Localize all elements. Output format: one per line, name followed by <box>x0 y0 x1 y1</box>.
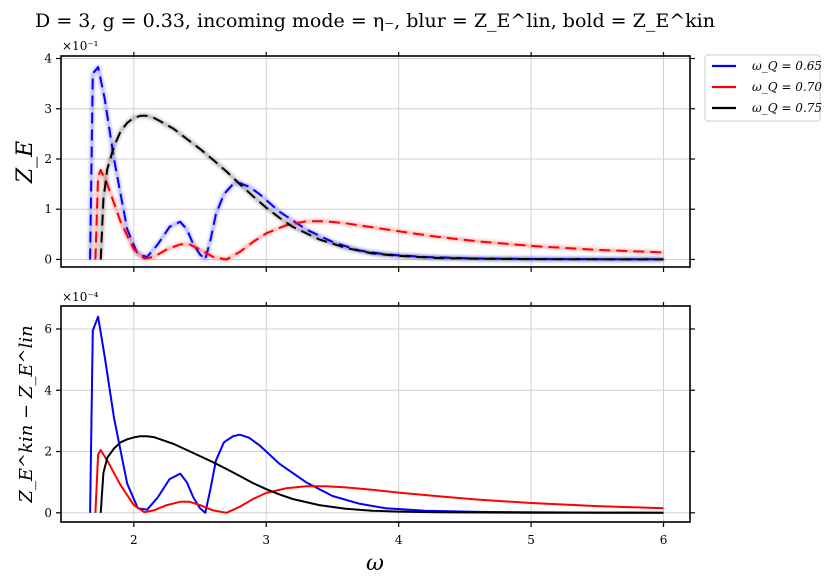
bottom-ytick-label: 6 <box>44 322 52 336</box>
bottom-ytick-label: 2 <box>44 445 52 459</box>
bottom-xtick-label: 4 <box>395 533 403 547</box>
top-ticks: 0 1 2 3 4 <box>44 52 695 272</box>
bottom-ticks: 2 3 4 5 6 0 2 4 6 <box>44 302 695 547</box>
bottom-y-scale-label: ×10⁻⁴ <box>62 290 99 304</box>
bottom-ytick-label: 0 <box>44 506 52 520</box>
bottom-series-line-0 <box>89 315 664 514</box>
top-ytick-label: 0 <box>44 252 52 266</box>
top-ytick-label: 2 <box>44 152 52 166</box>
x-axis-label: ω <box>366 551 384 576</box>
bottom-xtick-label: 6 <box>660 533 668 547</box>
top-series-line-2 <box>99 114 664 261</box>
bottom-series-group <box>89 315 664 514</box>
bottom-axes-frame <box>60 305 691 523</box>
top-ytick-label: 1 <box>44 202 52 216</box>
top-series-line-1 <box>94 169 664 261</box>
legend-label-1: ω_Q = 0.70 <box>752 80 822 94</box>
chart-title: D = 3, g = 0.33, incoming mode = η₋, blu… <box>35 10 715 32</box>
bottom-series-line-2 <box>99 435 664 514</box>
legend: ω_Q = 0.65 ω_Q = 0.70 ω_Q = 0.75 <box>704 54 822 122</box>
bottom-ytick-label: 4 <box>44 383 52 397</box>
top-panel: 0 1 2 3 4 ×10⁻¹ Z_E <box>13 39 695 272</box>
legend-label-0: ω_Q = 0.65 <box>752 59 822 73</box>
bottom-xtick-label: 3 <box>262 533 270 547</box>
legend-box <box>704 54 821 122</box>
bottom-xtick-label: 2 <box>130 533 138 547</box>
top-ytick-label: 3 <box>44 102 52 116</box>
top-axes-frame <box>60 55 691 268</box>
top-series-group <box>88 65 664 262</box>
bottom-series-line-1 <box>94 449 664 514</box>
top-series-blur-0 <box>88 65 664 262</box>
bottom-xtick-label: 5 <box>527 533 535 547</box>
top-y-axis-label: Z_E <box>13 141 38 184</box>
legend-label-2: ω_Q = 0.75 <box>752 101 822 115</box>
bottom-panel: 2 3 4 5 6 0 2 4 6 ×10⁻⁴ Z_E^kin − Z_E^lin ω <box>16 290 695 576</box>
top-grid <box>61 56 690 267</box>
top-ytick-label: 4 <box>44 52 52 66</box>
top-series-blur-1 <box>93 168 664 262</box>
top-y-scale-label: ×10⁻¹ <box>62 39 98 53</box>
bottom-y-axis-label: Z_E^kin − Z_E^lin <box>16 325 37 503</box>
top-series-line-0 <box>89 66 664 261</box>
